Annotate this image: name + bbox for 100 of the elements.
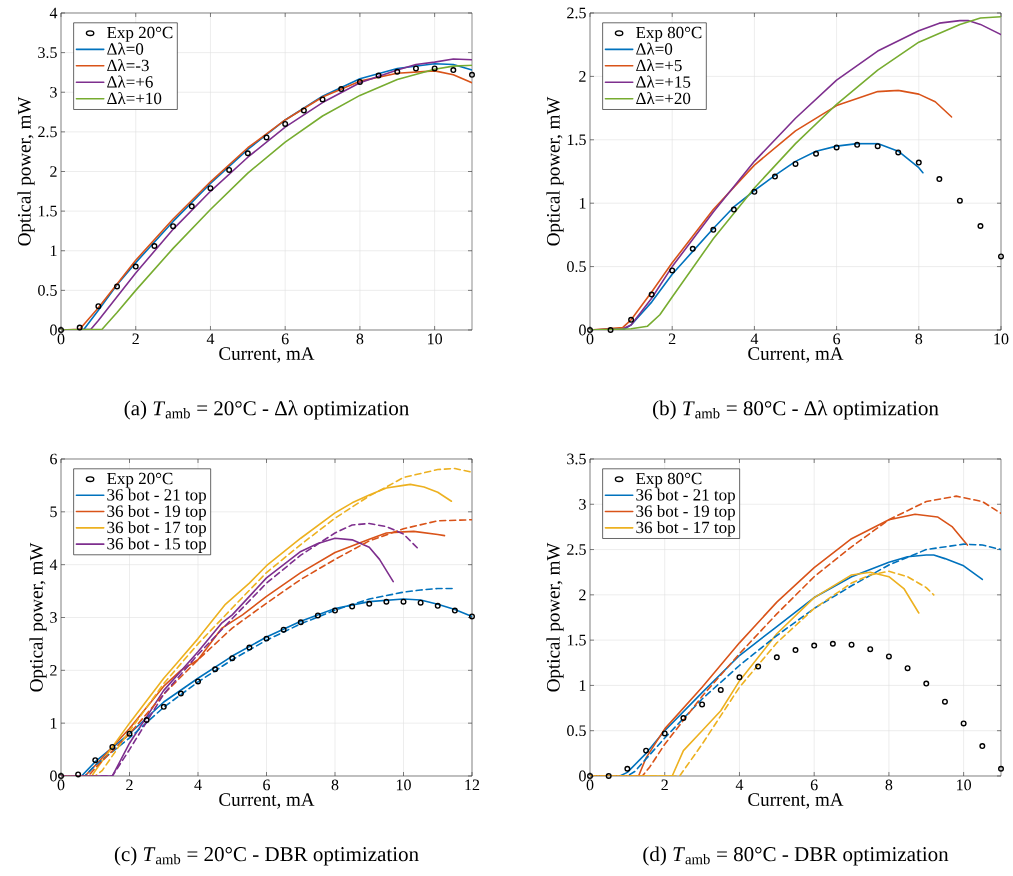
x-tick-label: 4 — [735, 779, 744, 791]
y-tick-label: 1.5 — [567, 134, 586, 146]
point — [300, 107, 307, 114]
x-tick-label: 2 — [126, 779, 133, 791]
legend-label: 36 bot - 19 top — [107, 504, 206, 521]
y-tick-label: 0.5 — [567, 261, 586, 273]
x-tick-label: 8 — [356, 333, 364, 345]
point — [431, 65, 438, 72]
point — [730, 206, 737, 213]
y-tick-label: 2.5 — [567, 544, 586, 555]
point — [936, 176, 943, 183]
x-tick-label: 2 — [132, 333, 139, 345]
point — [792, 160, 799, 167]
legend-label: Exp 80°C — [636, 26, 702, 42]
legend-label: Exp 80°C — [636, 472, 702, 488]
point — [771, 173, 778, 180]
point — [867, 646, 874, 653]
x-tick-label: 8 — [885, 779, 893, 791]
legend-label: Δλ=0 — [636, 42, 673, 55]
point — [332, 607, 338, 614]
point — [212, 666, 219, 673]
point — [628, 316, 635, 323]
y-tick-label: 4 — [49, 7, 58, 19]
point — [960, 720, 967, 727]
legend-label: Δλ=-3 — [107, 59, 149, 72]
x-tick-label: 10 — [994, 333, 1009, 345]
x-tick-label: 4 — [206, 333, 215, 345]
point — [792, 647, 799, 654]
x-tick-label: 6 — [263, 779, 271, 791]
point — [282, 120, 289, 127]
point — [941, 698, 948, 705]
y-tick-label: 3 — [579, 498, 586, 510]
point — [338, 86, 345, 93]
x-tick-label: 8 — [915, 333, 923, 345]
x-axis-title: Current, mA — [748, 347, 844, 363]
point — [412, 65, 419, 72]
legend-label: Exp 20°C — [107, 26, 173, 42]
text: (a) T$_{amb}$ = 20°C - Δλ optimization — [124, 400, 409, 420]
point — [811, 642, 818, 649]
x-tick-label: 4 — [194, 779, 202, 791]
point — [813, 150, 820, 157]
legend-label: Δλ=+10 — [107, 92, 162, 105]
point — [226, 166, 233, 173]
legend-label: 36 bot - 19 top — [636, 504, 735, 521]
y-tick-label: 3 — [50, 612, 57, 623]
y-tick-label: 0 — [50, 324, 57, 336]
point — [998, 253, 1004, 260]
point — [114, 283, 121, 290]
x-axis-title: Current, mA — [748, 793, 844, 809]
y-tick-label: 2 — [50, 665, 57, 676]
x-tick-label: 8 — [331, 779, 339, 791]
point — [366, 600, 373, 607]
point — [143, 716, 150, 723]
y-tick-label: 0 — [579, 770, 586, 782]
point — [417, 599, 424, 606]
point — [717, 686, 724, 693]
legend-label: Δλ=+5 — [636, 59, 682, 72]
point — [829, 640, 836, 647]
y-tick-label: 1.5 — [38, 205, 57, 217]
point — [736, 674, 743, 681]
y-tick-label: 1 — [50, 245, 57, 257]
point — [755, 663, 762, 670]
y-tick-label: 5 — [50, 506, 57, 518]
point — [297, 619, 304, 626]
y-tick-label: 4 — [49, 559, 58, 570]
point — [669, 267, 676, 274]
x-axis-title: Current, mA — [219, 793, 315, 809]
x-tick-label: 2 — [668, 333, 676, 345]
x-axis-title: Current, mA — [219, 347, 315, 363]
y-tick-label: 2.5 — [567, 7, 586, 19]
point — [349, 603, 356, 610]
point — [895, 149, 902, 156]
y-tick-label: 1 — [50, 717, 57, 729]
legend-label: 36 bot - 21 top — [107, 488, 206, 505]
point — [314, 612, 321, 619]
y-tick-label: 1 — [579, 197, 586, 209]
y-axis-title: Optical power, mW — [546, 96, 564, 246]
y-tick-label: 0 — [579, 324, 586, 336]
y-tick-label: 0 — [50, 770, 57, 782]
point — [375, 72, 382, 79]
y-tick-label: 2.5 — [38, 126, 57, 138]
point — [751, 188, 758, 195]
x-tick-label: 6 — [833, 333, 841, 345]
point — [109, 743, 116, 750]
point — [915, 159, 922, 166]
legend-label: Exp 20°C — [107, 472, 173, 488]
legend-label: Δλ=+20 — [636, 92, 691, 105]
text: (b) T$_{amb}$ = 80°C - Δλ optimization — [653, 400, 939, 420]
point — [170, 223, 177, 230]
x-tick-label: 6 — [810, 779, 818, 791]
point — [450, 67, 457, 74]
point — [95, 303, 102, 310]
point — [76, 324, 83, 331]
point — [132, 263, 139, 270]
point — [605, 772, 612, 779]
y-tick-label: 2 — [579, 71, 586, 82]
point — [848, 641, 855, 648]
point — [75, 771, 82, 778]
y-tick-label: 1.5 — [567, 634, 586, 646]
legend-label: Δλ=+15 — [636, 75, 691, 88]
